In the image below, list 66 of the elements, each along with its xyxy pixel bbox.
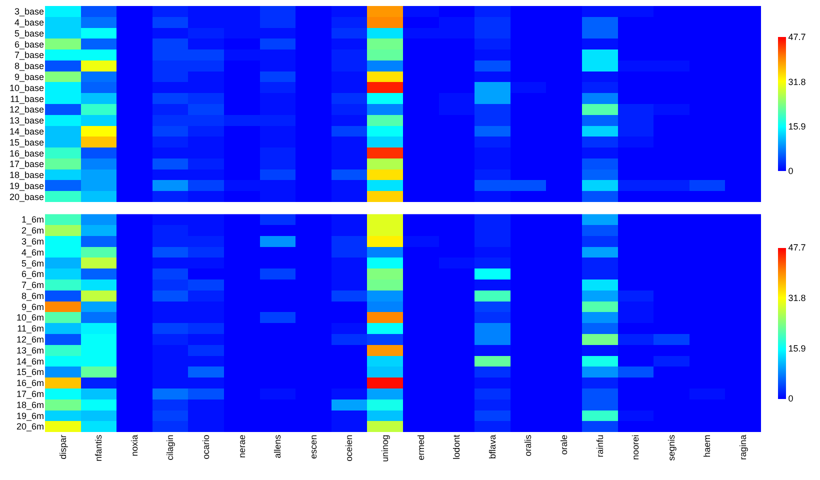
y-tick-label: 13_6m bbox=[16, 345, 44, 356]
x-tick-label: orale bbox=[559, 434, 570, 455]
color-bar-label: 15.9 bbox=[788, 343, 806, 354]
y-tick-label: 8_base bbox=[14, 61, 44, 72]
y-tick-label: 19_base bbox=[9, 180, 44, 191]
x-tick-label: allens bbox=[272, 434, 283, 458]
y-tick-label: 20_6m bbox=[16, 422, 44, 432]
y-tick-label: 14_6m bbox=[16, 356, 44, 366]
x-tick-label: noxia bbox=[129, 434, 140, 456]
x-tick-label: nerae bbox=[236, 434, 247, 458]
x-tick-label: rainfu bbox=[594, 434, 605, 458]
y-tick-label: 1_6m bbox=[21, 214, 44, 225]
y-tick-label: 10_6m bbox=[16, 312, 44, 323]
y-tick-label: 16_6m bbox=[16, 378, 44, 388]
x-tick-label: oceien bbox=[344, 434, 354, 462]
y-tick-label: 3_6m bbox=[21, 236, 44, 246]
y-tick-label: 12_base bbox=[9, 104, 44, 115]
x-tick-label: noorei bbox=[630, 434, 641, 460]
y-tick-label: 4_6m bbox=[21, 247, 44, 258]
y-tick-label: 15_base bbox=[9, 137, 44, 148]
y-tick-label: 10_base bbox=[9, 82, 44, 93]
x-tick-label: escen bbox=[308, 434, 318, 459]
y-tick-label: 3_base bbox=[14, 6, 44, 17]
y-tick-label: 20_base bbox=[9, 192, 44, 202]
y-tick-label: 12_6m bbox=[16, 334, 44, 345]
x-tick-label: uninog bbox=[380, 434, 390, 462]
y-tick-label: 13_base bbox=[9, 116, 44, 126]
y-tick-label: 19_6m bbox=[16, 410, 44, 421]
y-tick-label: 17_base bbox=[9, 159, 44, 170]
color-bar-label: 47.7 bbox=[788, 32, 806, 42]
x-tick-label: segnis bbox=[666, 434, 676, 461]
y-tick-label: 11_6m bbox=[17, 324, 44, 334]
color-bar-label: 47.7 bbox=[788, 242, 806, 253]
y-tick-label: 16_base bbox=[9, 148, 44, 158]
y-tick-label: 17_6m bbox=[16, 389, 44, 400]
y-tick-label: 15_6m bbox=[16, 367, 44, 378]
color-bar-label: 31.8 bbox=[788, 293, 806, 304]
color-bar-label: 15.9 bbox=[788, 122, 806, 132]
x-tick-label: ocario bbox=[201, 434, 212, 460]
y-tick-label: 9_base bbox=[14, 72, 44, 82]
y-tick-label: 18_base bbox=[9, 170, 44, 180]
x-tick-label: ermed bbox=[416, 434, 426, 460]
y-tick-label: 8_6m bbox=[21, 290, 44, 301]
color-bar-label: 31.8 bbox=[788, 76, 806, 87]
x-tick-label: bflava bbox=[487, 434, 498, 459]
y-tick-label: 7_base bbox=[14, 50, 44, 60]
y-tick-label: 18_6m bbox=[16, 400, 44, 410]
x-tick-label: nfantis bbox=[94, 434, 104, 462]
x-tick-label: ragina bbox=[738, 434, 748, 460]
y-tick-label: 5_6m bbox=[21, 258, 44, 268]
y-tick-label: 6_6m bbox=[21, 269, 44, 280]
y-tick-label: 6_base bbox=[14, 39, 44, 50]
x-tick-label: oralis bbox=[523, 434, 534, 456]
x-tick-label: cilagin bbox=[165, 434, 176, 460]
color-bar-label: 0 bbox=[788, 166, 794, 176]
y-tick-label: 11_base bbox=[10, 94, 44, 104]
color-bar-label: 0 bbox=[788, 394, 794, 404]
x-tick-label: dispar bbox=[58, 434, 68, 460]
y-tick-label: 7_6m bbox=[21, 280, 44, 290]
y-tick-label: 9_6m bbox=[21, 302, 44, 312]
x-tick-label: haem bbox=[702, 434, 712, 458]
y-tick-label: 14_base bbox=[9, 126, 44, 136]
y-tick-label: 2_6m bbox=[21, 226, 44, 236]
y-tick-label: 4_base bbox=[14, 17, 44, 28]
y-tick-label: 5_base bbox=[14, 28, 44, 38]
x-tick-label: lodont bbox=[452, 434, 462, 460]
